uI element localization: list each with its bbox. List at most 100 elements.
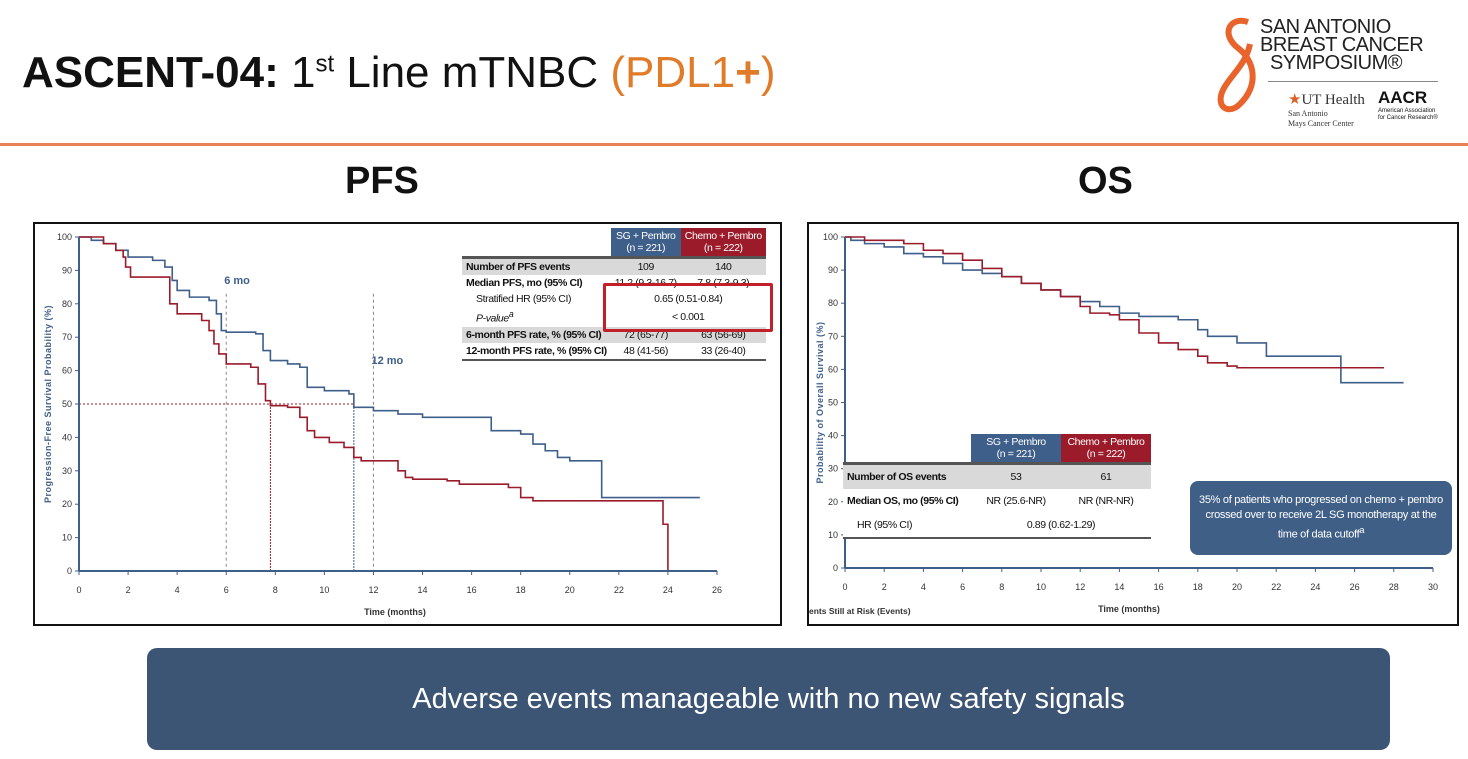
y-tick-label: 0 — [833, 563, 838, 573]
row-label: HR (95% CI) — [843, 513, 971, 539]
pfs-panel: 6 mo 12 mo 0 10 20 30 40 50 60 70 80 90 100 0 2 4 6 8 10 12… — [33, 222, 782, 626]
os-heading: OS — [1078, 160, 1133, 202]
chemo-header-name: Chemo + Pembro — [1067, 436, 1145, 448]
os-panel: 0 10 20 30 40 50 60 70 80 90 100 0 2 4 6 8 10 12 14 16 18 20 2… — [807, 222, 1459, 626]
x-tick-label: 10 — [1036, 582, 1046, 592]
sg-header-name: SG + Pembro — [615, 230, 676, 242]
x-tick-label: 6 — [960, 582, 965, 592]
landmark-label: 6 mo — [224, 275, 250, 287]
chemo-value: 140 — [680, 256, 766, 275]
km-curve-sg-pembro — [79, 236, 700, 499]
subgroup-plus: + — [735, 48, 761, 97]
logo-line1: SAN ANTONIO — [1260, 16, 1391, 38]
x-tick-label: 20 — [1232, 582, 1242, 592]
table-row: Number of OS events 53 61 — [843, 462, 1151, 489]
x-axis-title: Time (months) — [364, 607, 426, 617]
hr-value: 0.65 (0.51-0.84) — [654, 293, 723, 305]
ribbon-logo-icon — [1217, 17, 1256, 113]
y-tick-label: 70 — [828, 331, 838, 341]
footnote-mark: a — [508, 309, 514, 319]
crossover-callout: 35% of patients who progressed on chemo … — [1190, 481, 1452, 555]
x-tick-label: 22 — [1271, 582, 1281, 592]
x-tick-label: 12 — [368, 585, 378, 595]
line-ordinal: 1 — [290, 48, 316, 97]
y-tick-label: 20 — [62, 499, 72, 509]
sg-header-n: (n = 221) — [996, 448, 1036, 460]
y-tick-label: 100 — [57, 232, 72, 242]
y-axis-title: Progression-Free Survival Probability (%… — [43, 305, 53, 503]
table-row: P-valuea < 0.001 — [462, 307, 766, 327]
title-rest: Line mTNBC — [334, 48, 611, 97]
x-axis-title: Time (months) — [1098, 604, 1160, 614]
p-value: < 0.001 — [671, 310, 705, 323]
os-summary-table: SG + Pembro (n = 221) Chemo + Pembro (n = 2… — [843, 434, 1151, 539]
y-tick-label: 50 — [62, 399, 72, 409]
header-divider — [0, 143, 1468, 146]
sg-value: NR (25.6-NR) — [986, 495, 1046, 507]
y-tick-label: 80 — [62, 299, 72, 309]
table-row: Stratified HR (95% CI) 0.65 (0.51-0.84) — [462, 291, 766, 307]
y-tick-label: 30 — [62, 466, 72, 476]
x-tick-label: 2 — [126, 585, 131, 595]
logo-line3: SYMPOSIUM® — [1270, 52, 1402, 74]
trial-name: ASCENT-04: — [22, 48, 279, 97]
subgroup-label: (PDL1+) — [610, 48, 775, 97]
sg-header-n: (n = 221) — [626, 242, 666, 254]
y-tick-label: 80 — [828, 298, 838, 308]
x-tick-label: 12 — [1075, 582, 1085, 592]
km-curve-sg-pembro — [845, 236, 1404, 384]
chemo-value: 33 (26-40) — [680, 342, 766, 361]
x-tick-label: 8 — [999, 582, 1004, 592]
y-tick-label: 10 — [62, 533, 72, 543]
ut-health-text: UT Health — [1301, 92, 1365, 108]
row-label: 6-month PFS rate, % (95% CI) — [462, 326, 611, 343]
row-label: P-valuea — [462, 307, 611, 327]
x-tick-label: 4 — [175, 585, 180, 595]
x-tick-label: 14 — [418, 585, 428, 595]
pfs-heading: PFS — [345, 160, 419, 202]
sg-header: SG + Pembro (n = 221) — [971, 434, 1061, 464]
y-axis-title: Probability of Overall Survival (%) — [815, 321, 825, 483]
y-tick-label: 40 — [828, 431, 838, 441]
x-tick-label: 20 — [565, 585, 575, 595]
table-row: HR (95% CI) 0.89 (0.62-1.29) — [843, 513, 1151, 539]
y-tick-label: 90 — [62, 265, 72, 275]
x-tick-label: 22 — [614, 585, 624, 595]
x-tick-label: 16 — [1154, 582, 1164, 592]
chemo-header-n: (n = 222) — [703, 242, 743, 254]
x-tick-label: 10 — [319, 585, 329, 595]
row-label: Number of OS events — [843, 462, 971, 489]
chemo-header: Chemo + Pembro (n = 222) — [1061, 434, 1151, 464]
km-curve-chemo-pembro — [845, 236, 1384, 369]
ut-sub2: Mays Cancer Center — [1288, 119, 1354, 128]
x-tick-label: 0 — [76, 585, 81, 595]
table-row: Median OS, mo (95% CI) NR (25.6-NR) NR (NR… — [843, 489, 1151, 513]
row-label: Number of PFS events — [462, 256, 611, 275]
aacr-logo: AACR American Association for Cancer Rese… — [1378, 88, 1440, 122]
at-risk-label: ents Still at Risk (Events) — [809, 606, 911, 616]
y-tick-label: 10 — [828, 530, 838, 540]
chemo-header-n: (n = 222) — [1086, 448, 1126, 460]
x-tick-label: 8 — [273, 585, 278, 595]
x-tick-label: 26 — [712, 585, 722, 595]
chemo-value: NR (NR-NR) — [1078, 495, 1134, 507]
sabcs-wordmark: SAN ANTONIO BREAST CANCER SYMPOSIUM® — [1260, 16, 1424, 74]
row-label: Median OS, mo (95% CI) — [847, 495, 959, 507]
sg-value: 109 — [610, 256, 681, 275]
aacr-sub: American Association for Cancer Research… — [1378, 108, 1438, 121]
row-label: Stratified HR (95% CI) — [476, 293, 572, 305]
y-tick-label: 50 — [828, 398, 838, 408]
sg-value: 53 — [971, 462, 1061, 489]
x-tick-label: 30 — [1428, 582, 1438, 592]
logo-line2: BREAST CANCER — [1260, 34, 1424, 56]
star-shield-icon: ★ — [1288, 92, 1302, 108]
sg-header: SG + Pembro (n = 221) — [610, 228, 681, 258]
y-tick-label: 60 — [62, 366, 72, 376]
landmark-label: 12 mo — [371, 355, 403, 367]
safety-banner: Adverse events manageable with no new sa… — [147, 648, 1390, 750]
pvalue-label: P-value — [476, 312, 509, 325]
chemo-header-name: Chemo + Pembro — [684, 230, 762, 242]
footnote-mark: a — [1359, 525, 1365, 536]
